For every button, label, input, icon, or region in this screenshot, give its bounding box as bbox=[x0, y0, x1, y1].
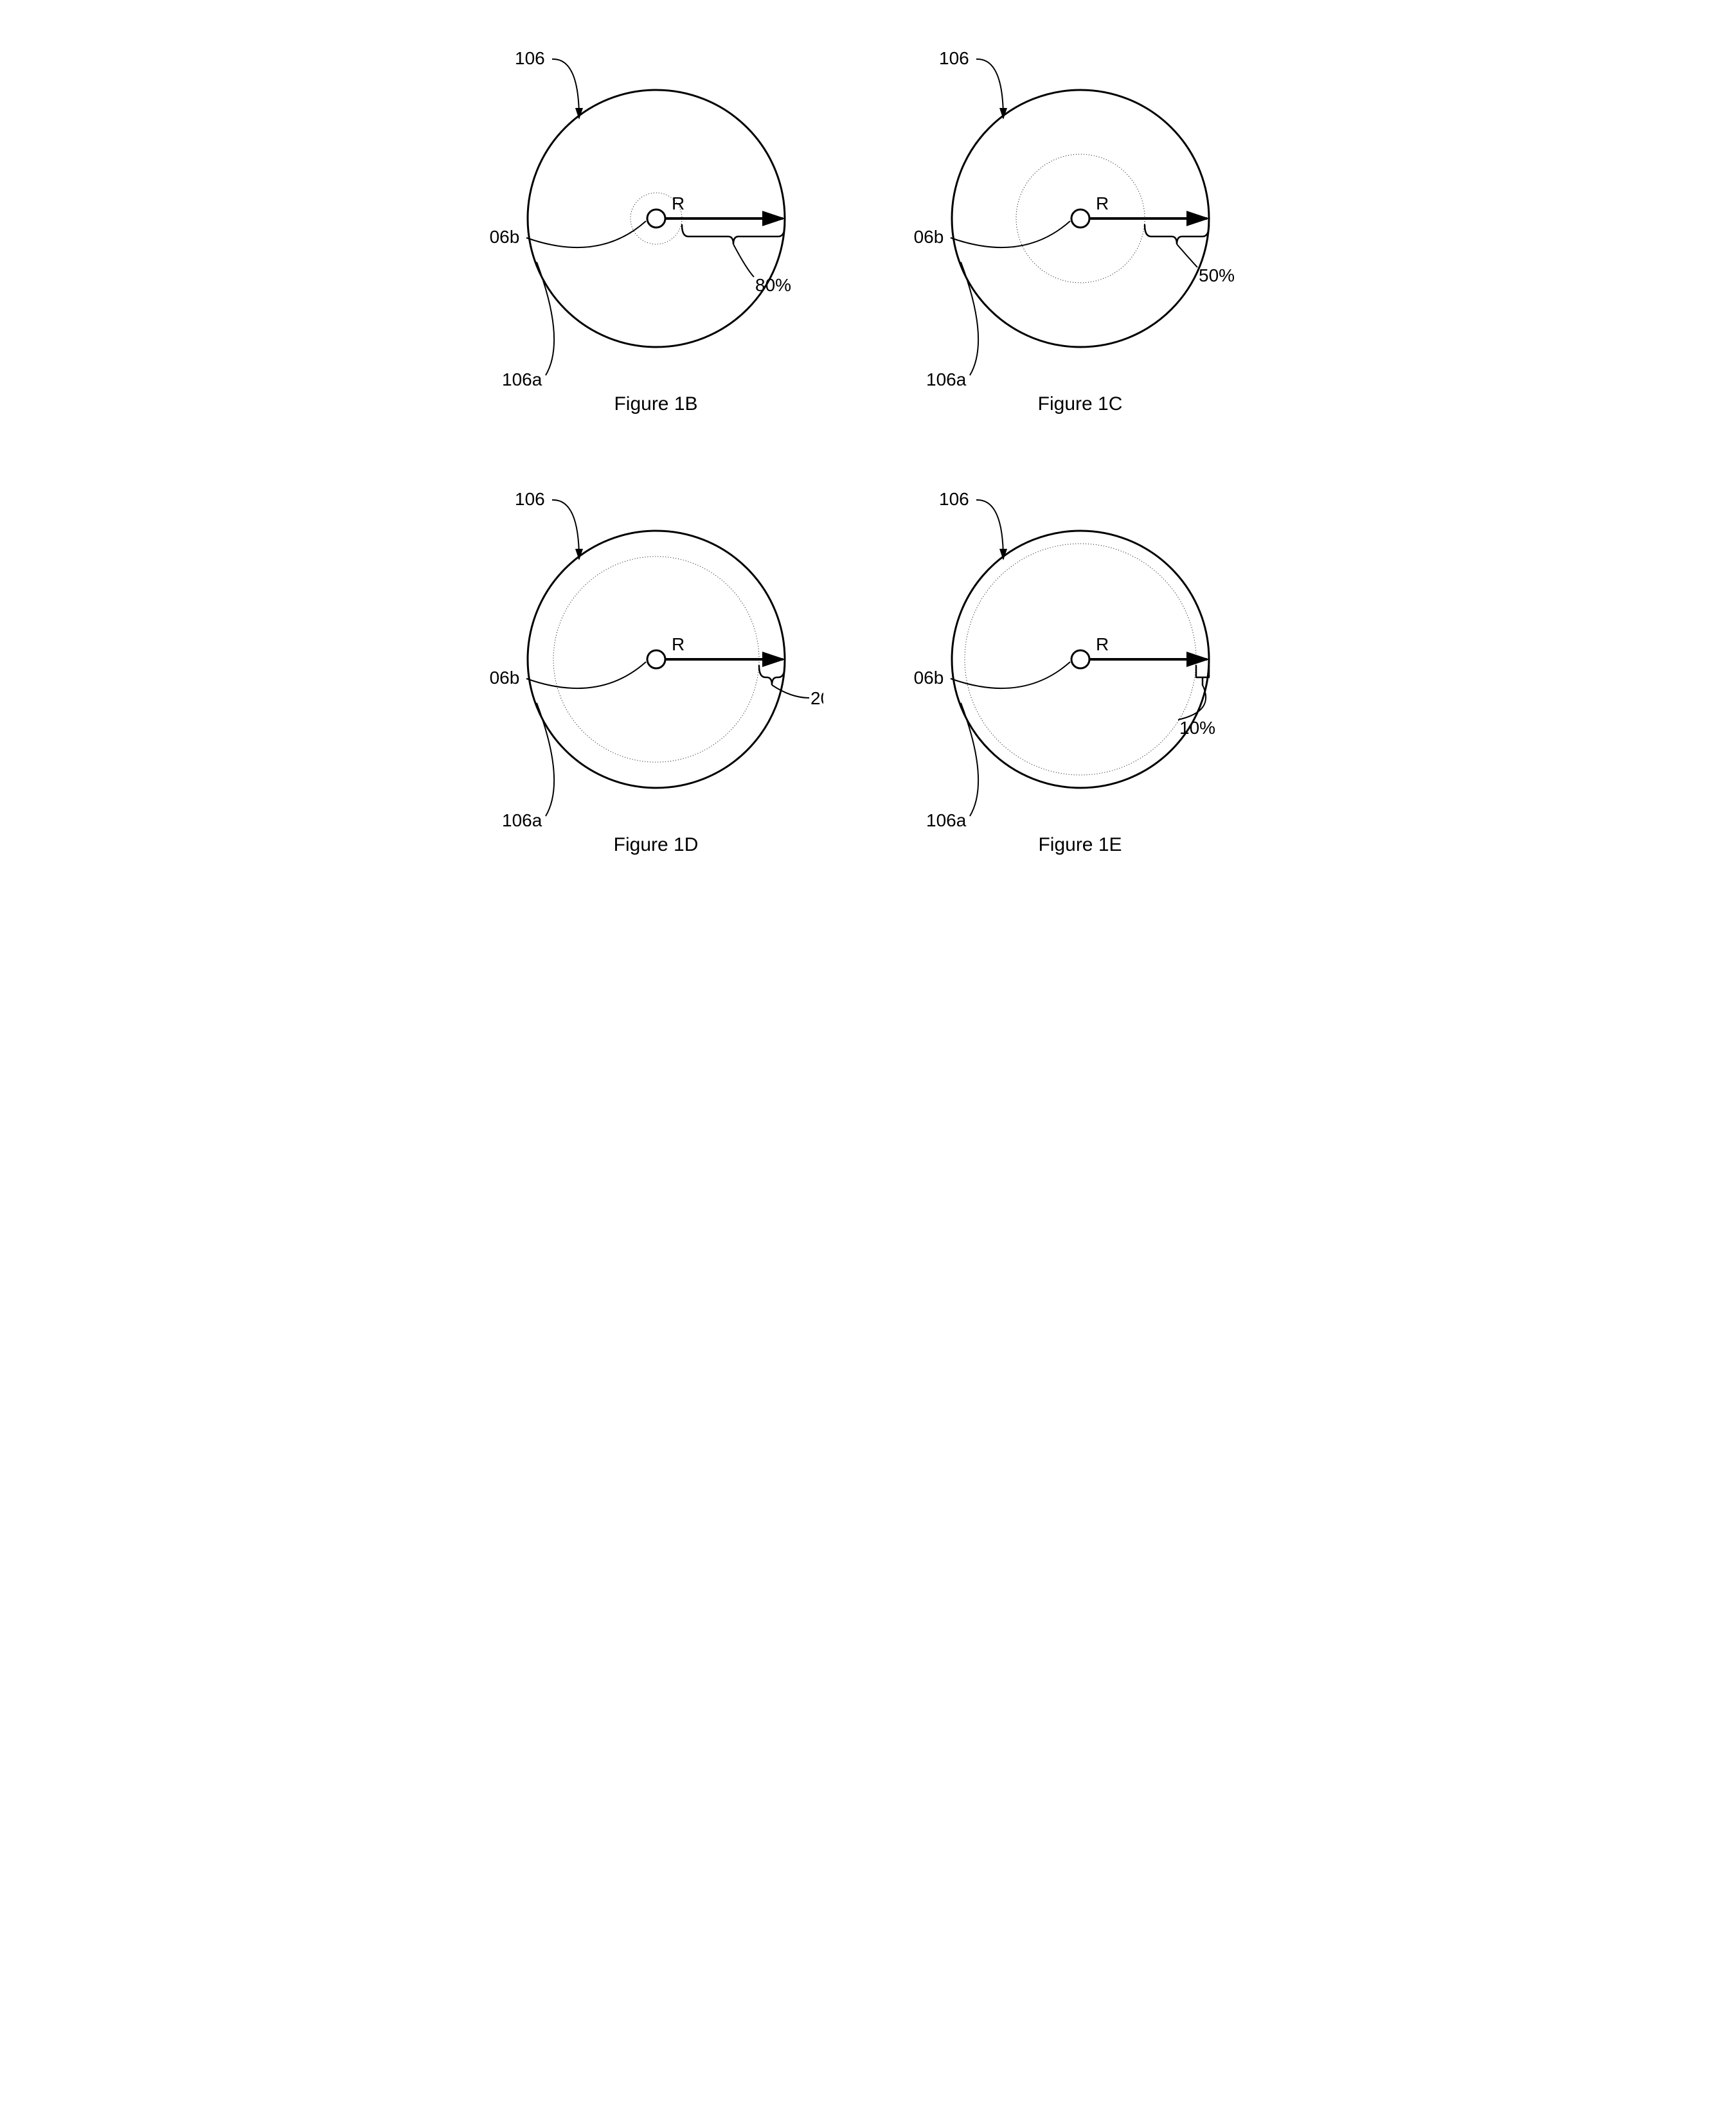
figure-caption: Figure 1E bbox=[1038, 834, 1122, 856]
svg-wrap: R 10% 106 106a 106b bbox=[913, 467, 1248, 826]
figure-caption: Figure 1B bbox=[614, 393, 697, 415]
figure-caption: Figure 1D bbox=[614, 834, 699, 856]
figure-panel-fig1c: R 50% 106 106a 106b Figure 1C bbox=[907, 26, 1254, 415]
ref-106b: 106b bbox=[913, 668, 944, 688]
svg-wrap: R 50% 106 106a 106b bbox=[913, 26, 1248, 386]
radius-label: R bbox=[672, 634, 685, 654]
ref-106a: 106a bbox=[502, 370, 542, 386]
ref-106: 106 bbox=[939, 489, 969, 509]
percent-label: 50% bbox=[1199, 265, 1235, 285]
ref-106b: 106b bbox=[489, 668, 519, 688]
percent-label: 20% bbox=[810, 688, 823, 708]
radius-label: R bbox=[1096, 193, 1109, 213]
svg-wrap: R 80% 106 106a 106b bbox=[489, 26, 823, 386]
ref-106b: 106b bbox=[913, 227, 944, 247]
figure-caption: Figure 1C bbox=[1038, 393, 1123, 415]
ref-106a: 106a bbox=[926, 810, 967, 826]
figure-panel-fig1d: R 20% 106 106a 106b Figure 1D bbox=[483, 467, 830, 856]
svg-wrap: R 20% 106 106a 106b bbox=[489, 467, 823, 826]
percent-label: 10% bbox=[1179, 718, 1215, 738]
percent-label: 80% bbox=[755, 275, 791, 295]
ref-106a: 106a bbox=[502, 810, 542, 826]
figure-panel-fig1e: R 10% 106 106a 106b Figure 1E bbox=[907, 467, 1254, 856]
figure-panel-fig1b: R 80% 106 106a 106b Figure 1B bbox=[483, 26, 830, 415]
radius-label: R bbox=[672, 193, 685, 213]
ref-106a: 106a bbox=[926, 370, 967, 386]
ref-106: 106 bbox=[515, 48, 545, 68]
ref-106b: 106b bbox=[489, 227, 519, 247]
ref-106: 106 bbox=[515, 489, 545, 509]
radius-label: R bbox=[1096, 634, 1109, 654]
ref-106: 106 bbox=[939, 48, 969, 68]
